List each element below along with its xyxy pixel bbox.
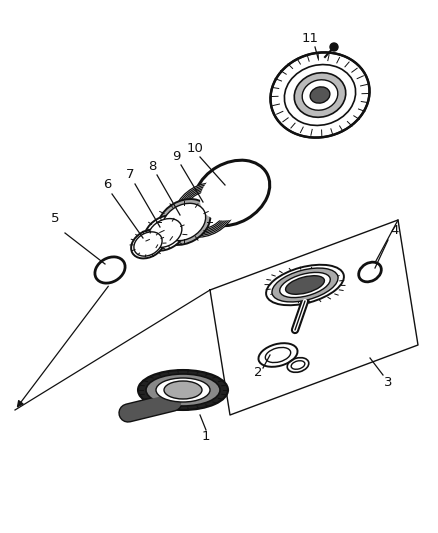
Ellipse shape xyxy=(95,257,125,283)
Ellipse shape xyxy=(284,64,356,125)
Ellipse shape xyxy=(99,260,121,280)
Ellipse shape xyxy=(177,186,233,234)
Ellipse shape xyxy=(183,191,227,229)
Text: 3: 3 xyxy=(384,376,392,389)
Text: 7: 7 xyxy=(126,168,134,182)
Ellipse shape xyxy=(265,348,291,362)
Ellipse shape xyxy=(310,87,330,103)
Ellipse shape xyxy=(164,381,202,399)
Text: 1: 1 xyxy=(202,431,210,443)
Ellipse shape xyxy=(361,264,378,279)
Text: 9: 9 xyxy=(172,149,180,163)
Ellipse shape xyxy=(291,361,305,369)
Ellipse shape xyxy=(302,80,338,110)
Ellipse shape xyxy=(181,189,229,231)
Ellipse shape xyxy=(280,272,330,297)
Ellipse shape xyxy=(271,52,370,138)
Ellipse shape xyxy=(286,276,325,294)
Ellipse shape xyxy=(258,343,297,367)
Ellipse shape xyxy=(174,183,236,237)
Ellipse shape xyxy=(180,188,230,232)
Text: 4: 4 xyxy=(391,223,399,237)
Circle shape xyxy=(330,43,338,51)
Ellipse shape xyxy=(294,72,346,117)
Ellipse shape xyxy=(158,199,210,245)
Text: 11: 11 xyxy=(301,31,318,44)
Ellipse shape xyxy=(148,219,182,247)
Ellipse shape xyxy=(266,265,344,305)
Text: 2: 2 xyxy=(254,367,262,379)
Ellipse shape xyxy=(145,215,186,251)
Ellipse shape xyxy=(272,268,338,302)
Ellipse shape xyxy=(134,232,162,256)
Ellipse shape xyxy=(131,230,165,259)
Text: 5: 5 xyxy=(51,212,59,224)
Ellipse shape xyxy=(200,165,264,221)
Ellipse shape xyxy=(146,374,220,406)
Ellipse shape xyxy=(194,160,270,226)
Ellipse shape xyxy=(359,262,381,282)
Ellipse shape xyxy=(176,184,234,236)
Text: 10: 10 xyxy=(187,141,203,155)
Text: 6: 6 xyxy=(103,179,111,191)
Ellipse shape xyxy=(162,203,206,241)
Ellipse shape xyxy=(156,378,210,402)
Ellipse shape xyxy=(138,370,228,410)
Text: 8: 8 xyxy=(148,159,156,173)
